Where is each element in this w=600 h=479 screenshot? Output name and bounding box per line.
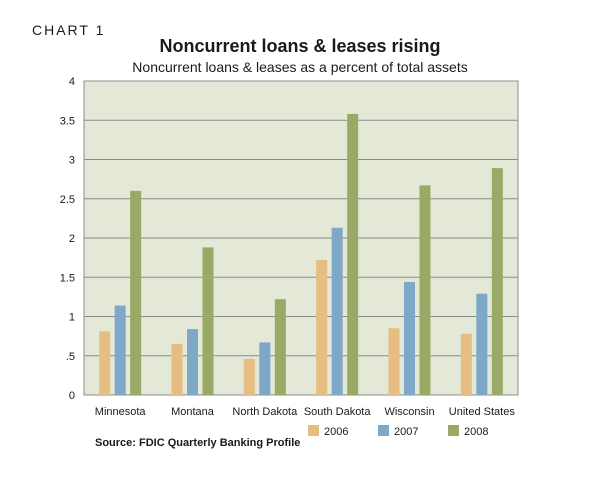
x-tick-label: United States <box>449 406 516 418</box>
bar-montana-2006 <box>171 343 183 395</box>
chart-number-label: CHART 1 <box>32 22 106 38</box>
y-tick-label: 4 <box>69 76 75 88</box>
bar-united-states-2006 <box>460 333 472 395</box>
bar-south-dakota-2007 <box>331 227 343 395</box>
bar-south-dakota-2006 <box>316 259 328 395</box>
bar-minnesota-2008 <box>130 190 142 395</box>
y-axis-ticks: 0 .5 1 1.5 2 2.5 3 3.5 4 <box>60 76 75 402</box>
bar-north-dakota-2006 <box>243 358 255 395</box>
bar-north-dakota-2007 <box>259 342 271 395</box>
bar-wisconsin-2008 <box>419 185 431 395</box>
y-tick-label: 1 <box>69 312 75 324</box>
bar-minnesota-2006 <box>99 331 111 395</box>
legend-swatch-2007 <box>378 425 389 436</box>
y-tick-label: 2 <box>69 233 75 245</box>
bar-wisconsin-2006 <box>388 328 400 395</box>
x-tick-label: Montana <box>171 406 215 418</box>
x-tick-label: South Dakota <box>304 406 372 418</box>
y-tick-label: 3.5 <box>60 115 75 127</box>
legend: 2006 2007 2008 <box>308 425 488 438</box>
source-note: Source: FDIC Quarterly Banking Profile <box>95 437 301 449</box>
bar-wisconsin-2007 <box>404 281 415 395</box>
y-tick-label: .5 <box>66 351 75 363</box>
legend-label-2007: 2007 <box>394 426 418 438</box>
y-tick-label: 0 <box>69 390 75 402</box>
bar-montana-2007 <box>187 329 198 395</box>
gridlines <box>84 119 518 357</box>
bars <box>99 113 503 395</box>
y-tick-label: 2.5 <box>60 194 75 206</box>
x-tick-label: Wisconsin <box>384 406 434 418</box>
legend-label-2008: 2008 <box>464 426 488 438</box>
bar-united-states-2008 <box>491 168 503 395</box>
bar-montana-2008 <box>202 247 214 395</box>
bar-minnesota-2007 <box>114 305 126 395</box>
chart-subtitle: Noncurrent loans & leases as a percent o… <box>132 59 468 75</box>
x-tick-label: North Dakota <box>232 406 298 418</box>
bar-north-dakota-2008 <box>274 299 286 395</box>
y-tick-label: 1.5 <box>60 272 75 284</box>
legend-label-2006: 2006 <box>324 426 348 438</box>
bar-united-states-2007 <box>476 293 488 395</box>
x-axis-labels: Minnesota Montana North Dakota South Dakota… <box>95 406 516 418</box>
chart-title: Noncurrent loans & leases rising <box>159 36 441 56</box>
x-tick-label: Minnesota <box>95 406 147 418</box>
y-tick-label: 3 <box>69 155 75 167</box>
legend-swatch-2006 <box>308 425 319 436</box>
bar-south-dakota-2008 <box>347 113 359 395</box>
legend-swatch-2008 <box>448 425 459 436</box>
